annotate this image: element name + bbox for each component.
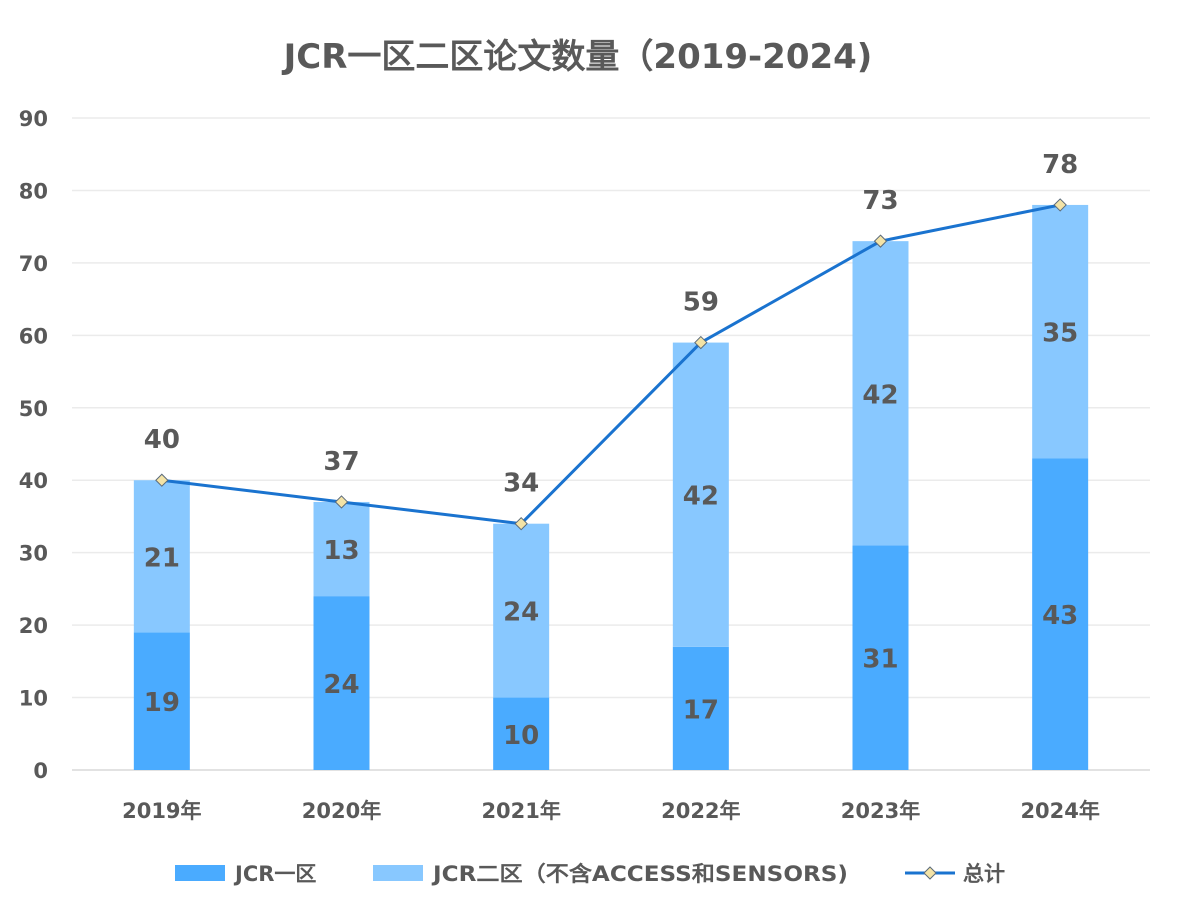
total-marker: [334, 495, 349, 509]
y-tick-label: 20: [19, 614, 48, 638]
total-value-label: 78: [1042, 150, 1078, 180]
total-value-label: 34: [503, 469, 539, 499]
bar-jcr-q2: [313, 501, 370, 597]
x-tick-label: 2021年: [481, 799, 560, 823]
total-line: [155, 198, 1067, 531]
total-marker: [514, 516, 528, 531]
legend-label-jcr-q1: JCR一区: [233, 862, 316, 886]
y-axis: 0 10 20 30 40 50 60 70 80 90: [19, 107, 48, 783]
gridlines: [72, 117, 1150, 771]
segment-value-label: 13: [323, 536, 359, 566]
x-tick-label: 2022年: [661, 799, 740, 823]
segment-value-label: 17: [683, 695, 719, 725]
y-tick-label: 40: [19, 469, 48, 493]
total-value-label: 59: [683, 288, 719, 318]
legend-label-jcr-q2: JCR二区（不含ACCESS和SENSORS): [431, 862, 848, 886]
segment-value-label: 42: [683, 482, 719, 512]
segment-labels: 19 21 24 13 10 24 17 42 31 42 43 35: [144, 319, 1079, 751]
segment-value-label: 19: [144, 688, 180, 718]
segment-value-label: 31: [862, 645, 898, 675]
x-tick-label: 2023年: [841, 799, 920, 823]
y-tick-label: 50: [19, 397, 48, 421]
bar-jcr-q2: [852, 241, 909, 546]
bars: [133, 204, 1089, 770]
bar-jcr-q1: [1032, 458, 1089, 770]
y-tick-label: 30: [19, 542, 48, 566]
total-labels: 40 37 34 59 73 78: [144, 150, 1079, 499]
segment-value-label: 42: [862, 380, 898, 410]
total-value-label: 37: [323, 447, 359, 477]
bar-jcr-q2: [1032, 204, 1089, 459]
bar-jcr-q2: [493, 523, 550, 698]
legend: JCR一区 JCR二区（不含ACCESS和SENSORS) 总计: [175, 862, 1005, 886]
segment-value-label: 35: [1042, 319, 1078, 349]
legend-swatch-jcr-q1: [175, 865, 225, 881]
segment-value-label: 21: [144, 543, 180, 573]
bar-jcr-q1: [313, 596, 370, 770]
segment-value-label: 10: [503, 721, 539, 751]
total-marker: [873, 234, 888, 248]
y-tick-label: 10: [19, 687, 48, 711]
x-tick-label: 2024年: [1020, 799, 1099, 823]
legend-label-total: 总计: [963, 862, 1005, 886]
x-tick-label: 2019年: [122, 799, 201, 823]
total-series-line: [161, 203, 1061, 526]
legend-swatch-jcr-q2: [373, 865, 423, 881]
bar-jcr-q2: [672, 342, 729, 647]
y-tick-label: 0: [33, 759, 48, 783]
x-tick-label: 2020年: [302, 799, 381, 823]
y-tick-label: 90: [19, 107, 48, 131]
y-tick-label: 70: [19, 252, 48, 276]
bar-jcr-q1: [133, 632, 190, 770]
total-value-label: 40: [144, 425, 180, 455]
segment-value-label: 43: [1042, 601, 1078, 631]
y-tick-label: 80: [19, 179, 48, 203]
segment-value-label: 24: [503, 598, 539, 628]
x-axis: 2019年 2020年 2021年 2022年 2023年 2024年: [122, 799, 1100, 823]
bar-jcr-q1: [493, 697, 550, 770]
total-marker: [694, 335, 708, 350]
segment-value-label: 24: [323, 670, 359, 700]
bar-jcr-q1: [852, 545, 909, 770]
total-marker: [1053, 198, 1067, 212]
total-value-label: 73: [862, 186, 898, 216]
y-tick-label: 60: [19, 324, 48, 348]
total-marker: [155, 473, 169, 487]
chart-title: JCR一区二区论文数量（2019-2024): [282, 37, 873, 77]
bar-jcr-q2: [133, 480, 190, 633]
bar-jcr-q1: [672, 646, 729, 770]
legend-marker-total: [923, 866, 937, 880]
